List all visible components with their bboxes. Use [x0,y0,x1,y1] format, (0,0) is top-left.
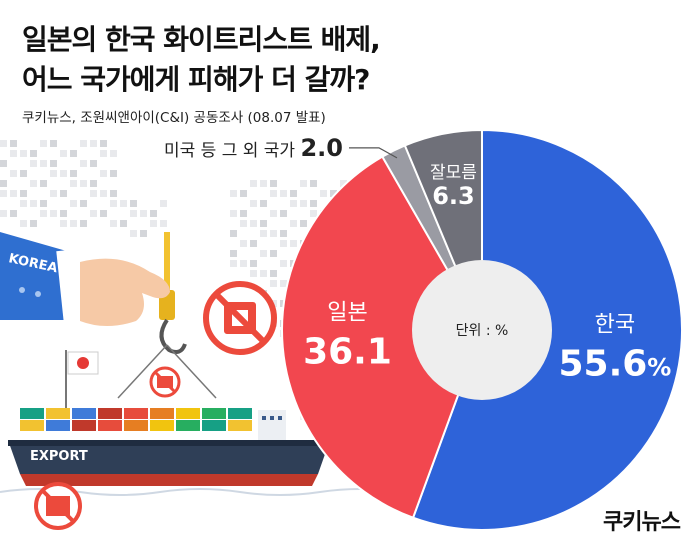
slice-value-0: 55.6% [558,344,671,385]
slice-1 [281,155,484,520]
center-hole [412,260,552,400]
korea-hand: KOREA [0,232,170,326]
slice-label-1: 일본 [327,300,367,325]
title-line-1: 일본의 한국 화이트리스트 배제, [22,23,381,56]
container-ship: EXPORT [0,408,401,496]
brand-logo: 쿠키뉴스 [603,510,681,535]
label-other: 미국 등 그 외 국가 2.0 [164,134,343,162]
ban-cargo-icon [34,482,82,530]
ban-crate-icon [149,366,181,398]
slice-label-3: 잘모름 [430,163,477,183]
ship-label: EXPORT [30,449,88,464]
source-note: 쿠키뉴스, 조원씨앤아이(C&I) 공동조사 (08.07 발표) [22,110,326,126]
title-line-2: 어느 국가에게 피해가 더 갈까? [22,63,370,96]
leader-line [348,147,398,159]
ban-semiconductor-icon [203,281,277,355]
slice-label-0: 한국 [595,313,635,338]
slice-value-3: 6.3 [432,182,475,210]
slice-value-1: 36.1 [303,331,392,372]
unit-label: 단위 : % [456,323,509,339]
japan-flag-icon [65,350,99,410]
